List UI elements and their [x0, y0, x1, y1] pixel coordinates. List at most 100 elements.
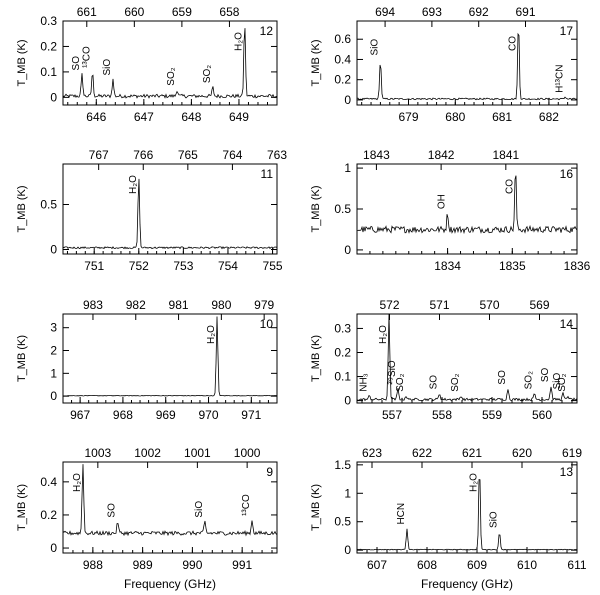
x-tick-label: 1836: [564, 259, 591, 273]
x-tick-label: 680: [445, 110, 465, 124]
x-tick-label: 558: [432, 408, 452, 422]
x-tick-label: 971: [241, 408, 261, 422]
plot-frame: [62, 461, 278, 554]
y-tick-label: 0: [344, 543, 351, 557]
top-tick-label: 981: [169, 298, 189, 312]
x-axis-label: Frequency (GHz): [124, 577, 216, 591]
top-tick-label: 620: [512, 446, 532, 460]
plot-frame: [356, 163, 578, 255]
x-tick-label: 608: [417, 558, 437, 572]
top-tick-label: 767: [89, 148, 109, 162]
line-label: SO: [497, 370, 508, 385]
line-label: SO: [107, 503, 118, 518]
panel-10: 967 968 969 970 971 983 982 981 980 979 0 1 2 3 10 T_MB…: [16, 298, 278, 422]
spectrum-line: [356, 313, 578, 402]
x-tick-label: 682: [539, 110, 559, 124]
top-tick-label: 694: [375, 5, 395, 19]
panel-number: 11: [261, 167, 274, 181]
spectrum-line: [356, 175, 578, 235]
x-tick-label: 1834: [434, 259, 461, 273]
line-label: SO₂: [557, 373, 568, 391]
top-tick-label: 661: [77, 5, 97, 19]
line-label: HCN: [396, 503, 407, 525]
top-tick-label: 658: [219, 5, 239, 19]
panel-13: 607 608 609 610 611 623 622 621 620 619 0 0.5 1 1.5 13…: [310, 446, 587, 572]
top-tick-label: 763: [267, 148, 287, 162]
y-axis-label: T_MB (K): [16, 39, 28, 86]
y-tick-label: 0.5: [40, 198, 57, 212]
spectrum-line: [357, 32, 578, 101]
top-tick-label: 1000: [234, 446, 261, 460]
plot-frame: [356, 313, 578, 404]
y-tick-label: 1: [344, 161, 351, 175]
line-label: SO₂: [450, 373, 461, 391]
top-tick-label: 571: [429, 298, 449, 312]
top-tick-label: 692: [469, 5, 489, 19]
spectrum-line: [62, 28, 278, 99]
top-tick-label: 570: [479, 298, 499, 312]
panel-number: 17: [560, 24, 574, 38]
panel-number: 13: [560, 465, 574, 479]
x-tick-label: 754: [218, 259, 238, 273]
top-tick-label: 980: [211, 298, 231, 312]
x-tick-label: 751: [84, 259, 104, 273]
panel-number: 10: [260, 317, 274, 331]
panel-12: 646 647 648 649 661 660 659 658 0 0.1 0.2 0.3 12 T_MB…: [16, 5, 278, 124]
line-label: SiO: [102, 59, 113, 76]
plot-frame: [62, 20, 278, 106]
y-axis-label: T_MB (K): [310, 185, 322, 232]
y-tick-label: 0: [344, 93, 351, 107]
top-tick-label: 693: [422, 5, 442, 19]
top-tick-label: 621: [462, 446, 482, 460]
top-tick-label: 1002: [134, 446, 161, 460]
x-tick-label: 969: [156, 408, 176, 422]
x-tick-label: 559: [482, 408, 502, 422]
x-tick-label: 1835: [499, 259, 526, 273]
y-tick-label: 0: [50, 389, 57, 403]
top-tick-label: 765: [178, 148, 198, 162]
y-tick-label: 1: [344, 486, 351, 500]
y-tick-label: 0.4: [334, 52, 351, 66]
line-label: H¹³CN: [554, 65, 565, 93]
top-tick-label: 764: [222, 148, 242, 162]
line-label: SO₂: [395, 373, 406, 391]
line-label: H₂O: [234, 32, 245, 51]
top-tick-label: 569: [529, 298, 549, 312]
line-label: SO₂: [202, 65, 213, 83]
plot-frame: [62, 313, 278, 404]
panel-number: 12: [260, 24, 274, 38]
line-label: CO: [505, 179, 516, 194]
y-tick-label: 0: [344, 394, 351, 408]
x-tick-label: 990: [182, 558, 202, 572]
line-label: H₂O: [72, 473, 83, 492]
line-label: H₂O: [469, 473, 480, 492]
x-tick-label: 648: [181, 110, 201, 124]
spectrum-line: [356, 479, 578, 551]
y-axis-label: T_MB (K): [16, 185, 28, 232]
x-tick-label: 755: [263, 259, 283, 273]
line-label: ¹³CO: [241, 494, 252, 516]
panel-number: 14: [560, 317, 574, 331]
y-tick-label: 0: [344, 243, 351, 257]
x-tick-label: 607: [367, 558, 387, 572]
y-tick-label: 0.2: [40, 508, 57, 522]
x-tick-label: 560: [532, 408, 552, 422]
y-tick-label: 0.1: [334, 370, 351, 384]
panel-11: 751 752 753 754 755 767 766 765 764 763 0 0.5 11 T_MB…: [16, 148, 287, 273]
line-label: SO: [540, 367, 551, 382]
y-tick-label: 0.5: [334, 202, 351, 216]
line-label: H₂O: [378, 325, 389, 344]
top-tick-label: 660: [124, 5, 144, 19]
line-label: SiO: [552, 372, 563, 389]
line-label: SiO: [489, 511, 500, 528]
plot-frame: [356, 461, 578, 554]
top-tick-label: 983: [83, 298, 103, 312]
panel-number: 9: [266, 465, 273, 479]
x-tick-label: 991: [232, 558, 252, 572]
y-axis-label: T_MB (K): [16, 484, 28, 531]
y-tick-label: 0: [50, 541, 57, 555]
y-tick-label: 0.2: [334, 345, 351, 359]
x-tick-label: 646: [86, 110, 106, 124]
y-axis-label: T_MB (K): [16, 335, 28, 382]
